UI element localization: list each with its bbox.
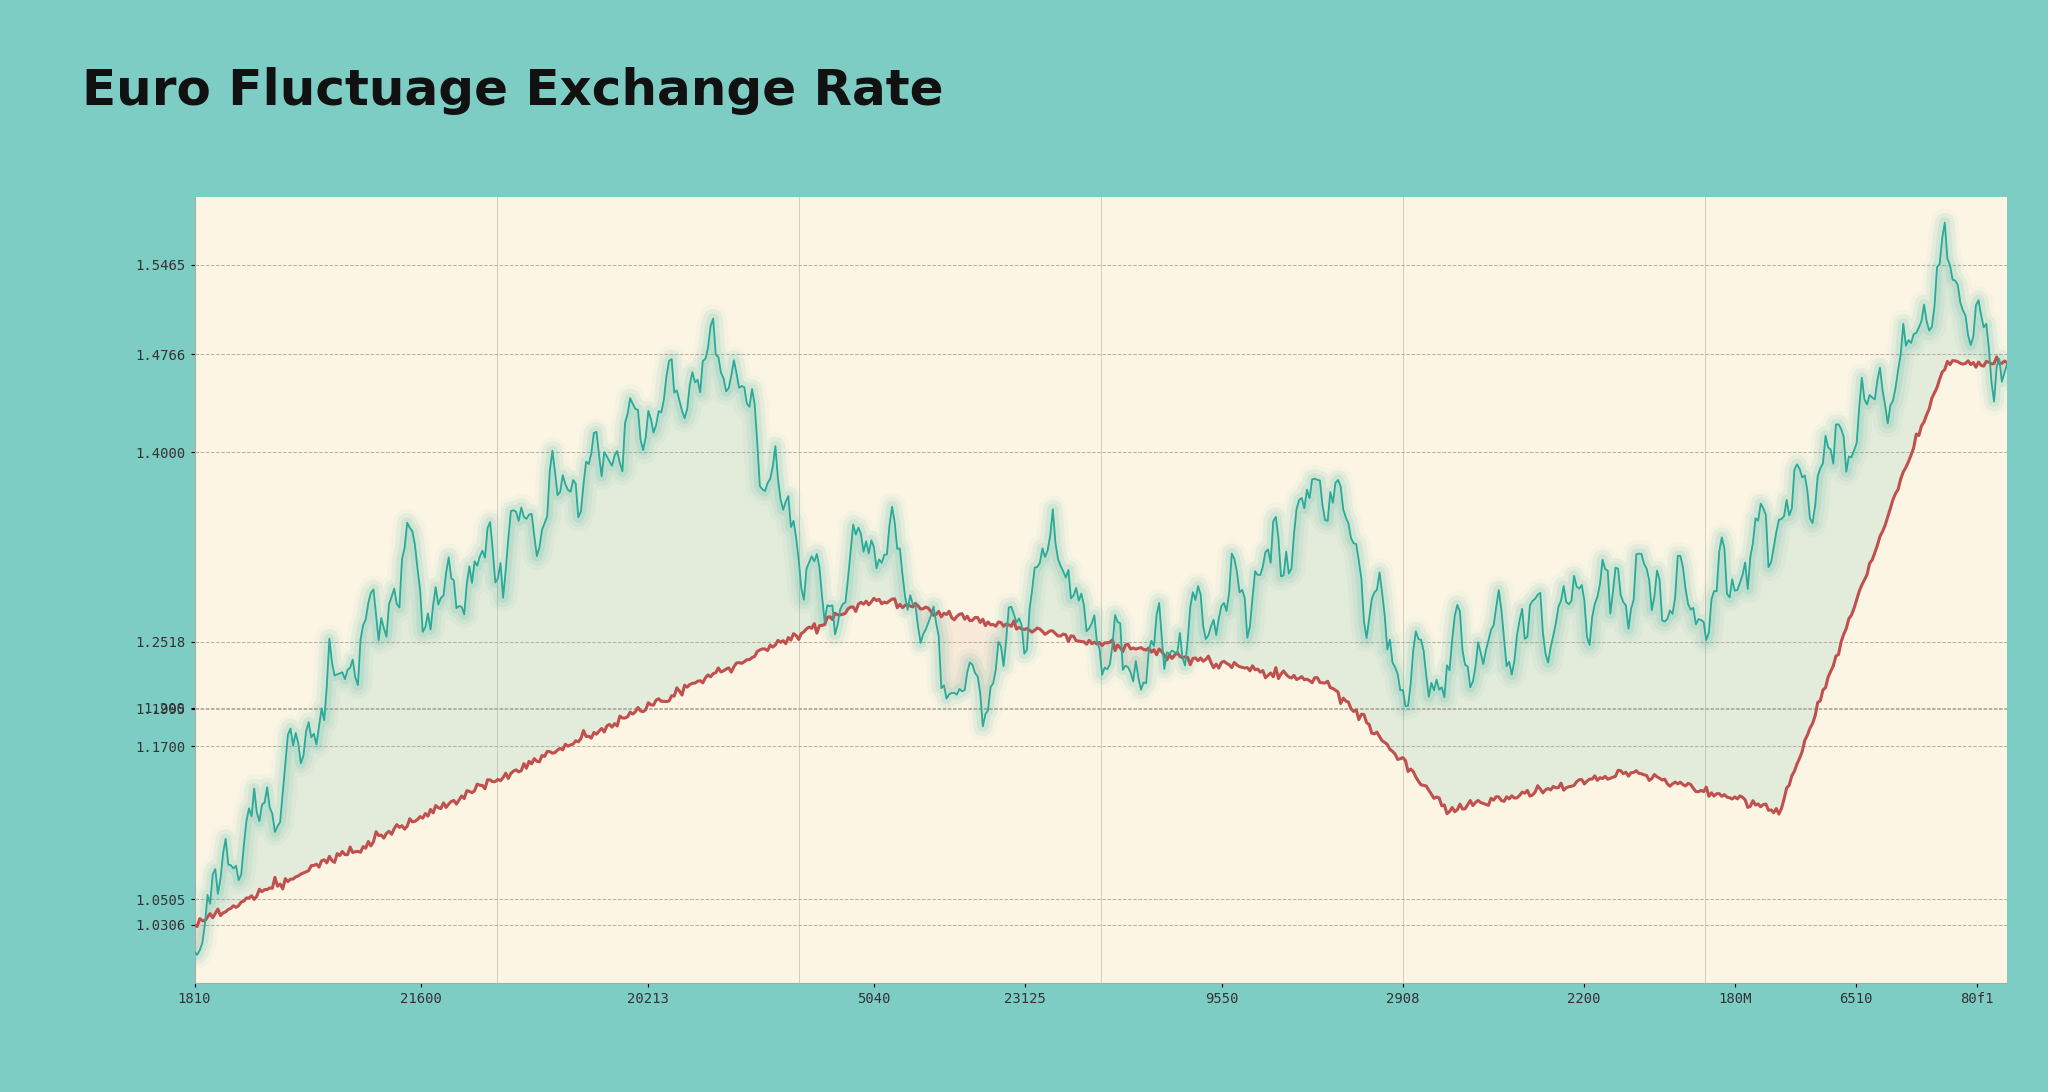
Text: Euro Fluctuage Exchange Rate: Euro Fluctuage Exchange Rate (82, 67, 944, 115)
